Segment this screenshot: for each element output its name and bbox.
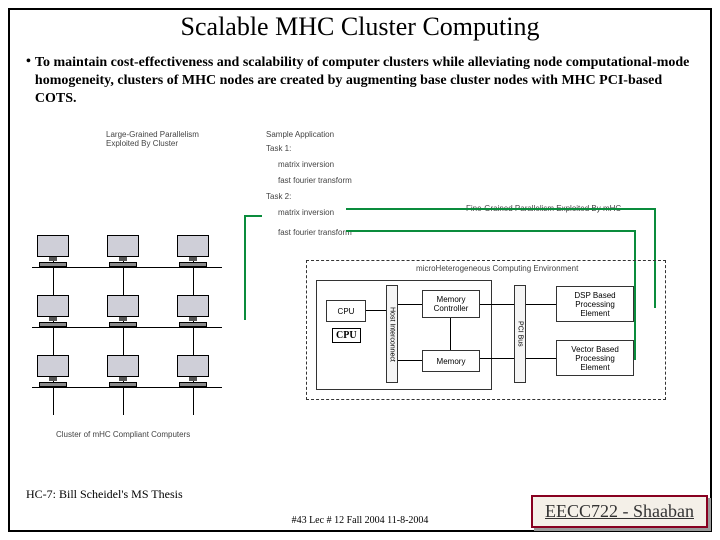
green-line — [346, 208, 656, 210]
cluster-node — [102, 355, 144, 389]
block-cpu: CPU — [326, 300, 366, 322]
label-cluster: Cluster of mHC Compliant Computers — [56, 430, 190, 439]
label-mhce: microHeterogeneous Computing Environment — [416, 264, 578, 273]
conn-line — [526, 358, 556, 359]
label-t1b: fast fourier transform — [278, 176, 352, 185]
block-vec: Vector Based Processing Element — [556, 340, 634, 376]
label-t1: Task 1: — [266, 144, 291, 153]
diagram: Large-Grained Parallelism Exploited By C… — [26, 130, 694, 470]
slide-title: Scalable MHC Cluster Computing — [0, 12, 720, 42]
cluster-node — [32, 355, 74, 389]
cluster-node — [172, 235, 214, 269]
host-interconnect: Host Interconnect — [386, 285, 398, 383]
cluster-node — [32, 295, 74, 329]
label-t2b: fast fourier transform — [278, 228, 352, 237]
citation: HC-7: Bill Scheidel's MS Thesis — [26, 487, 183, 502]
cluster-node — [172, 355, 214, 389]
block-memctrl: Memory Controller — [422, 290, 480, 318]
conn-line — [398, 304, 422, 305]
label-sample: Sample Application — [266, 130, 334, 139]
badge-text: EECC722 - Shaaban — [545, 501, 694, 521]
cluster-node — [32, 235, 74, 269]
block-mem: Memory — [422, 350, 480, 372]
pci-bus: PCI Bus — [514, 285, 526, 383]
grid-line — [53, 245, 54, 415]
conn-line — [366, 310, 386, 311]
conn-line — [526, 304, 556, 305]
conn-line — [480, 304, 514, 305]
conn-line — [450, 318, 451, 350]
bullet-row: • To maintain cost-effectiveness and sca… — [26, 54, 694, 109]
bullet-text: To maintain cost-effectiveness and scala… — [35, 54, 694, 109]
footer-badge: EECC722 - Shaaban — [531, 495, 708, 528]
green-line — [346, 230, 636, 232]
label-t1a: matrix inversion — [278, 160, 334, 169]
cluster-node — [102, 295, 144, 329]
label-t2: Task 2: — [266, 192, 291, 201]
green-line — [244, 215, 246, 320]
grid-line — [193, 245, 194, 415]
label-t2a: matrix inversion — [278, 208, 334, 217]
conn-line — [480, 358, 514, 359]
label-lgp: Large-Grained Parallelism Exploited By C… — [106, 130, 199, 148]
conn-line — [398, 360, 422, 361]
grid-line — [123, 245, 124, 415]
block-dsp: DSP Based Processing Element — [556, 286, 634, 322]
cpu-label: CPU — [332, 328, 361, 343]
cluster-node — [102, 235, 144, 269]
green-line — [244, 215, 262, 217]
cluster-node — [172, 295, 214, 329]
bullet-marker: • — [26, 54, 35, 109]
